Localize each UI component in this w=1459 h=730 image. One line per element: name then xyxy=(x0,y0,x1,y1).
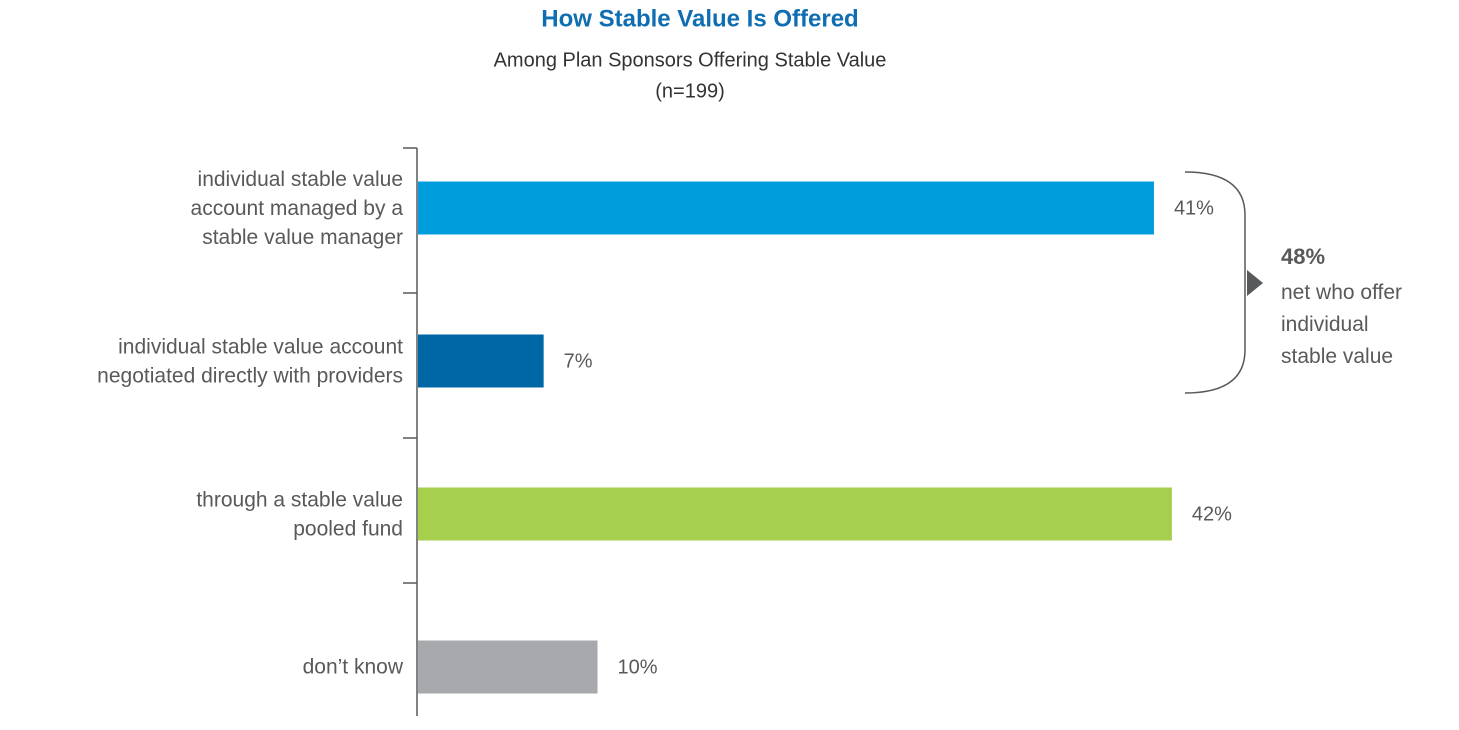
value-label: 41% xyxy=(1174,197,1214,219)
category-label: through a stable value pooled fund xyxy=(196,488,403,540)
bar xyxy=(418,334,544,388)
bar xyxy=(418,487,1172,541)
chart-subtitle: Among Plan Sponsors Offering Stable Valu… xyxy=(494,49,887,71)
bar xyxy=(418,181,1154,235)
sample-size: (n=199) xyxy=(655,80,725,102)
category-label: don’t know xyxy=(303,656,404,679)
chart-title: How Stable Value Is Offered xyxy=(541,5,858,32)
bracket xyxy=(1184,171,1246,394)
category-label: individual stable value account negotiate… xyxy=(97,335,403,387)
category-label: individual stable value account managed b… xyxy=(191,168,404,249)
bracket-arrow xyxy=(1247,270,1263,296)
value-label: 10% xyxy=(618,656,658,678)
value-label: 7% xyxy=(564,350,593,372)
bar xyxy=(418,640,598,694)
annotation-text: net who offer individual stable value xyxy=(1281,281,1402,368)
annotation-value: 48% xyxy=(1281,244,1325,269)
axis xyxy=(403,147,418,716)
value-label: 42% xyxy=(1192,503,1232,525)
